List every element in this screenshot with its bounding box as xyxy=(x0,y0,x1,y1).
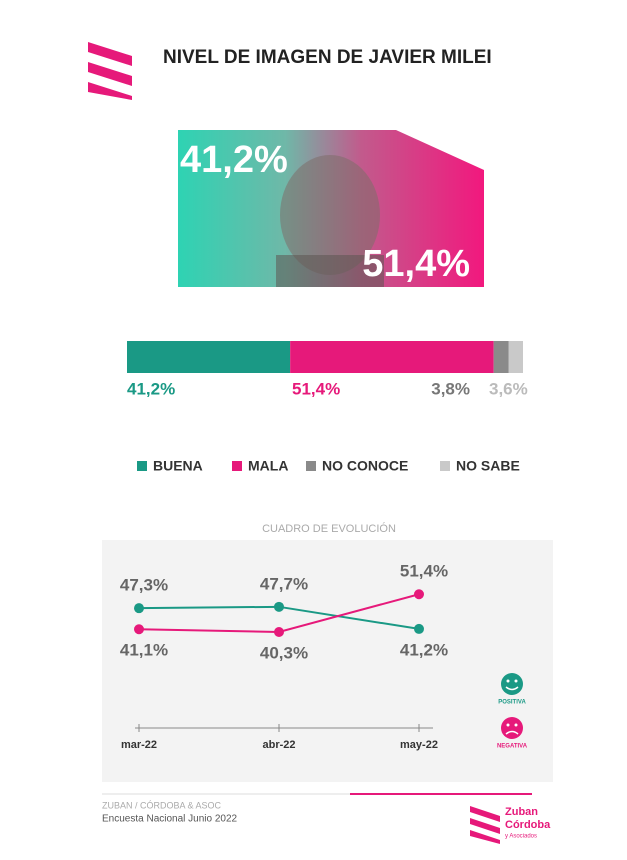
legend-swatch xyxy=(440,461,450,471)
legend-icon xyxy=(514,723,518,727)
line-panel xyxy=(102,540,553,782)
footer-source: ZUBAN / CÓRDOBA & ASOC xyxy=(102,800,222,810)
title: NIVEL DE IMAGEN DE JAVIER MILEI xyxy=(163,47,492,68)
bar-segment xyxy=(127,341,291,373)
point xyxy=(134,624,144,635)
bar-segment xyxy=(493,341,509,373)
logo-text: Zuban xyxy=(505,806,538,818)
legend-label: BUENA xyxy=(153,458,203,474)
x-tick-label: mar-22 xyxy=(121,739,157,751)
legend-swatch xyxy=(137,461,147,471)
value-label: 41,2% xyxy=(127,379,175,398)
value-label: 47,3% xyxy=(120,576,168,595)
x-tick-label: abr-22 xyxy=(262,739,295,751)
legend-icon xyxy=(501,673,523,695)
photo: 41,2% 51,4% xyxy=(178,130,484,287)
value-label: 41,1% xyxy=(120,641,168,660)
value-label: 3,6% xyxy=(489,379,528,398)
bar-segment xyxy=(290,341,494,373)
point xyxy=(134,603,144,614)
photo-label: 51,4% xyxy=(362,243,470,285)
legend-icon xyxy=(505,686,519,691)
value-label: 47,7% xyxy=(260,574,308,593)
logo-text: Córdoba xyxy=(505,819,551,831)
legend-label: NO CONOCE xyxy=(322,458,408,474)
value-label: 40,3% xyxy=(260,643,308,662)
legend-swatch xyxy=(306,461,316,471)
value-label: 41,2% xyxy=(400,640,448,659)
legend-label: POSITIVA xyxy=(498,700,526,706)
legend-label: NO SABE xyxy=(456,458,520,474)
point xyxy=(274,626,284,637)
footer-survey: Encuesta Nacional Junio 2022 xyxy=(102,814,238,825)
point xyxy=(274,601,284,612)
x-tick-label: may-22 xyxy=(400,739,438,751)
logo-text: y Asociados xyxy=(505,834,537,840)
bottom-logo: Zuban Córdoba y Asociados xyxy=(470,806,551,844)
bar-segment xyxy=(508,341,523,373)
legend-icon xyxy=(514,679,518,683)
point xyxy=(414,623,424,634)
chart-title: CUADRO DE EVOLUCIÓN xyxy=(262,522,396,535)
photo-label: 41,2% xyxy=(180,139,288,181)
legend-icon xyxy=(506,723,510,727)
legend-label: MALA xyxy=(248,458,288,474)
value-label: 51,4% xyxy=(400,562,448,581)
legend-swatch xyxy=(232,461,242,471)
legend-icon xyxy=(501,717,523,739)
legend-icon xyxy=(506,679,510,683)
value-label: 51,4% xyxy=(292,379,340,398)
top-logo xyxy=(88,42,132,100)
point xyxy=(414,589,424,600)
legend-icon xyxy=(505,730,519,735)
value-label: 3,8% xyxy=(431,379,470,398)
legend-label: NEGATIVA xyxy=(497,744,528,750)
